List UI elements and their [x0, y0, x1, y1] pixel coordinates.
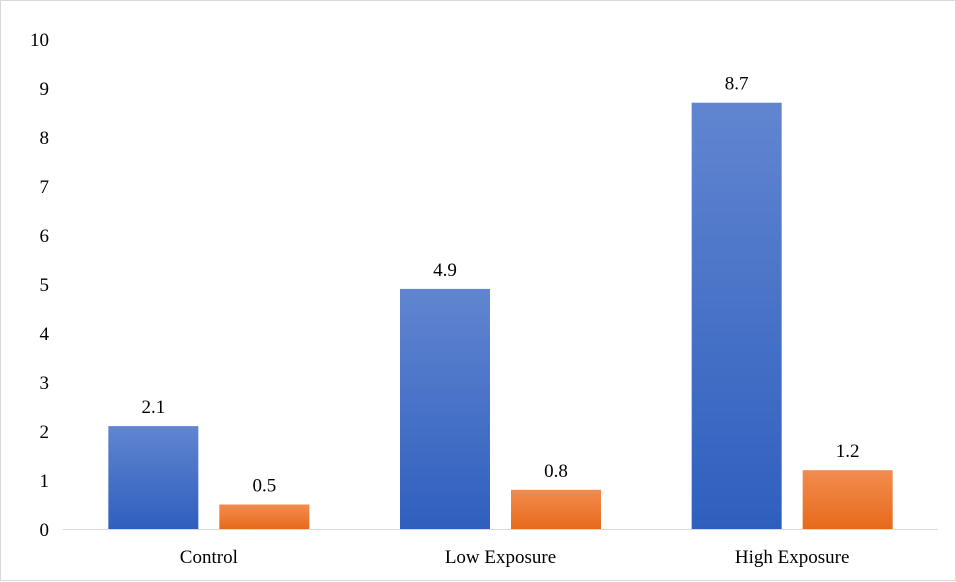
bar-value-label: 0.5	[252, 476, 276, 497]
y-tick-label: 1	[40, 471, 50, 492]
y-tick-label: 9	[40, 79, 50, 100]
bar	[691, 102, 782, 529]
y-tick-label: 5	[40, 275, 50, 296]
data-labels-group: 2.1 0.5 4.9 0.8 8.7 1.2	[141, 74, 859, 497]
bar-value-label: 1.2	[836, 441, 860, 462]
bar	[400, 288, 490, 529]
bar-value-label: 4.9	[433, 260, 457, 281]
y-tick-label: 8	[40, 128, 50, 149]
bar-value-label: 8.7	[725, 74, 749, 95]
y-tick-label: 4	[40, 324, 50, 345]
x-category-label: Low Exposure	[445, 547, 556, 568]
y-tick-label: 6	[40, 226, 50, 247]
bar	[511, 489, 601, 529]
x-category-label: Control	[180, 547, 238, 568]
bars-group	[108, 102, 893, 529]
bar-value-label: 2.1	[141, 397, 165, 418]
x-category-label: High Exposure	[735, 547, 850, 568]
y-tick-label: 0	[40, 520, 50, 541]
category-labels-group: Control Low Exposure High Exposure	[180, 547, 850, 568]
bar	[802, 470, 893, 529]
y-tick-label: 3	[40, 373, 50, 394]
y-axis-tick-labels: 0 1 2 3 4 5 6 7 8 9 10	[30, 30, 50, 541]
bar	[219, 504, 310, 529]
bar	[108, 426, 199, 529]
bar-value-label: 0.8	[544, 461, 568, 482]
y-tick-label: 2	[40, 422, 50, 443]
y-tick-label: 10	[30, 30, 49, 51]
y-tick-label: 7	[40, 177, 50, 198]
